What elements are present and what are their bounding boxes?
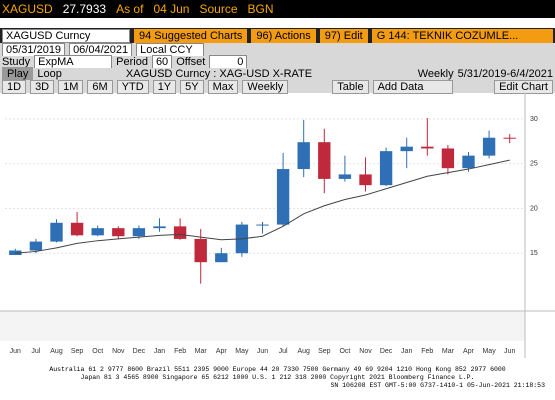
moving-average [15, 159, 510, 254]
x-tick-label: Feb [174, 348, 186, 355]
offset-field[interactable]: 0 [209, 55, 248, 69]
candle-body [482, 137, 496, 156]
candle-body [318, 142, 331, 179]
x-tick-label: Dec [380, 348, 393, 355]
security-field[interactable]: XAGUSD Curncy [2, 28, 130, 43]
range: 5/31/2019-6/4/2021 [457, 68, 553, 80]
period-button[interactable]: YTD [116, 79, 149, 94]
x-tick-label: Feb [421, 348, 433, 355]
period-button[interactable]: 1D [2, 79, 27, 94]
candle-body [379, 151, 393, 186]
x-tick-label: Apr [216, 348, 228, 355]
x-tick-label: Apr [463, 348, 475, 355]
add-data-button[interactable]: Add Data [372, 79, 453, 94]
study-label: Study [2, 56, 31, 68]
candle-body [400, 146, 413, 152]
footer-line: Japan 81 3 4565 8900 Singapore 65 6212 1… [80, 374, 475, 381]
candle-body [153, 226, 166, 229]
candle-body [297, 142, 310, 170]
actions-button[interactable]: 96) Actions [251, 28, 316, 43]
x-tick-label: May [482, 348, 496, 355]
study-select[interactable]: ExpMA [34, 55, 113, 69]
source: BGN [247, 2, 274, 16]
period-button[interactable]: 5Y [180, 79, 204, 94]
price: 27.7933 [62, 2, 107, 16]
x-tick-label: Mar [195, 348, 208, 355]
candle-body [50, 222, 63, 242]
candle-body [338, 174, 352, 179]
x-tick-label: Aug [50, 348, 63, 355]
x-tick-label: Jun [257, 348, 268, 355]
x-tick-label: Dec [133, 348, 146, 355]
period-row: 1D 3D 1M 6M YTD 1Y 5Y Max Weekly Table Add Data … [0, 79, 555, 94]
loop-checkbox[interactable]: Loop [37, 68, 62, 80]
footer: Australia 61 2 9777 8600 Brazil 5511 239… [0, 366, 555, 390]
y-tick-label: 30 [530, 116, 538, 123]
period-button[interactable]: 1Y [152, 79, 177, 94]
x-tick-label: Jan [401, 348, 412, 355]
period-button[interactable]: 6M [87, 79, 113, 94]
candle-body [441, 148, 455, 169]
x-tick-label: Jul [31, 348, 40, 355]
candle-body [29, 241, 43, 251]
period-label: Period [116, 56, 148, 68]
x-tick-label: Jan [154, 348, 165, 355]
period-button[interactable]: 1M [58, 79, 84, 94]
footer-line: Australia 61 2 9777 8600 Brazil 5511 239… [49, 366, 506, 373]
template-button[interactable]: G 144: TEKNIK COZUMLE... [371, 28, 553, 43]
suggested-button[interactable]: 94 Suggested Charts [134, 28, 248, 43]
play-row: Play Loop XAGUSD Curncy : XAG-USD X-RATE… [0, 67, 555, 81]
y-tick-label: 25 [530, 161, 538, 168]
x-tick-label: Sep [318, 348, 331, 355]
edit-chart-button[interactable]: Edit Chart [494, 79, 553, 94]
x-tick-label: Mar [442, 348, 455, 355]
x-tick-label: Oct [339, 348, 350, 355]
candle-body [91, 228, 104, 236]
study-row: Study ExpMA Period 60 Offset 0 [0, 55, 555, 69]
candle-body [359, 174, 372, 186]
period-button[interactable]: Max [207, 79, 239, 94]
x-tick-label: Aug [297, 348, 310, 355]
x-tick-label: Nov [112, 348, 125, 355]
footer-line: SN 106208 EST GMT-5:00 G737-1410-1 05-Ju… [330, 382, 545, 389]
x-tick-label: Oct [92, 348, 103, 355]
command-row: XAGUSD Curncy 94 Suggested Charts 96) Ac… [0, 28, 555, 43]
candle-body [256, 224, 269, 226]
candle-body [112, 228, 125, 237]
x-tick-label: Nov [359, 348, 372, 355]
x-tick-label: Jun [504, 348, 515, 355]
candle-body [173, 226, 187, 239]
play-button[interactable]: Play [2, 67, 34, 81]
y-tick-label: 20 [530, 205, 538, 212]
as-of-label: As of [116, 2, 144, 16]
table-button[interactable]: Table [332, 79, 369, 94]
candle-body [194, 238, 207, 263]
edit-button[interactable]: 97) Edit [319, 28, 368, 43]
candle-body [276, 169, 290, 225]
x-tick-label: May [235, 348, 249, 355]
offset-label: Offset [176, 56, 206, 68]
source-label: Source [199, 2, 238, 16]
period-field[interactable]: 60 [151, 55, 173, 69]
header-bar: XAGUSD 27.7933 As of 04 Jun Source BGN [0, 0, 555, 18]
candle-body [215, 253, 228, 263]
x-tick-label: Sep [71, 348, 84, 355]
candle-body [503, 137, 516, 139]
as-of: 04 Jun [153, 2, 190, 16]
y-tick-label: 15 [530, 250, 538, 257]
description: XAGUSD Curncy : XAG-USD X-RATE [125, 68, 313, 80]
candle-body [421, 146, 434, 149]
frequency-select[interactable]: Weekly [242, 79, 289, 94]
chart: 15 20 25 30 Jun Jul Aug Sep Oct Nov Dec Jan Feb Mar Ap… [0, 93, 555, 358]
candle-body [70, 222, 84, 236]
candle-body [462, 155, 475, 169]
oscillator-panel [0, 311, 525, 341]
x-tick-label: Jul [279, 348, 288, 355]
ticker: XAGUSD [2, 2, 53, 16]
x-tick-label: Jun [10, 348, 21, 355]
candle-body [132, 228, 146, 237]
period-button[interactable]: 3D [30, 79, 55, 94]
frequency: Weekly [417, 68, 454, 80]
